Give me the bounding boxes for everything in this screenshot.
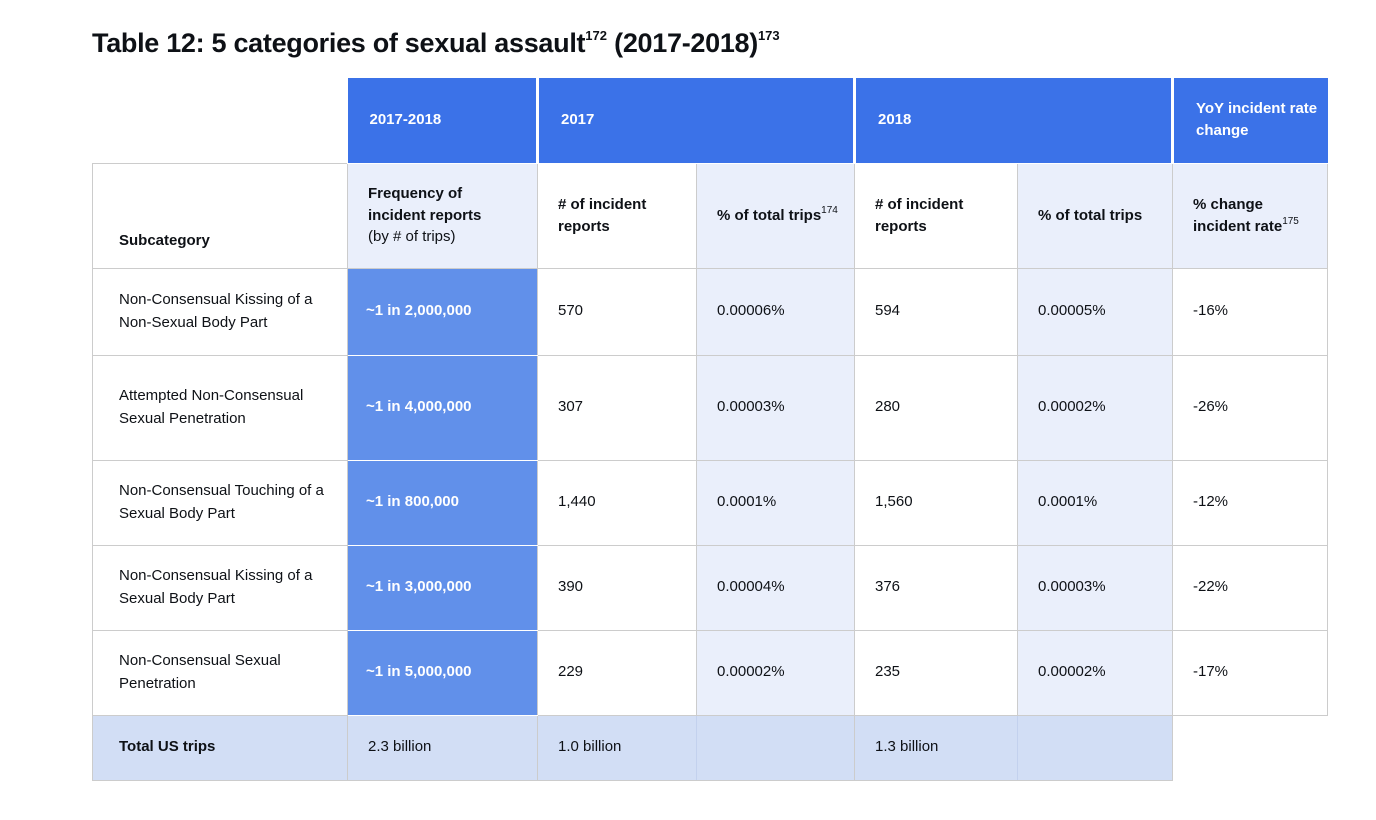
pct-2017-cell: 0.00002% <box>696 629 855 716</box>
frequency-cell: ~1 in 3,000,000 <box>347 544 538 631</box>
total-2017-spacer <box>696 714 855 781</box>
header-2017-2018: 2017-2018 <box>347 78 539 164</box>
subcategory-cell: Non-Consensual Kissing of a Non-Sexual B… <box>92 267 348 356</box>
frequency-cell: ~1 in 4,000,000 <box>347 354 538 461</box>
reports-2017-cell: 570 <box>537 267 697 356</box>
reports-2017-cell: 390 <box>537 544 697 631</box>
table-row: Non-Consensual Touching of a Sexual Body… <box>92 459 1328 546</box>
total-2018-cell: 1.3 billion <box>854 714 1018 781</box>
yoy-cell: -12% <box>1172 459 1328 546</box>
total-label-cell: Total US trips <box>92 714 348 781</box>
total-2018-spacer <box>1017 714 1173 781</box>
subheader-yoy-text: % change incident rate <box>1193 195 1283 235</box>
pct-2018-cell: 0.00003% <box>1017 544 1173 631</box>
pct-2017-cell: 0.00004% <box>696 544 855 631</box>
pct-2018-cell: 0.00002% <box>1017 629 1173 716</box>
title-text: Table 12: 5 categories of sexual assault <box>92 28 586 58</box>
total-yoy-spacer <box>1172 715 1328 780</box>
header-2017: 2017 <box>537 78 856 164</box>
frequency-cell: ~1 in 5,000,000 <box>347 629 538 716</box>
subheader-pct-2017-text: % of total trips <box>717 206 822 224</box>
pct-2017-cell: 0.00003% <box>696 354 855 461</box>
incident-table: 2017-2018 2017 2018 YoY incident rate ch… <box>92 78 1328 781</box>
subheader-pct-2017-footnote: 174 <box>821 204 838 216</box>
subheader-reports-2018: # of incident reports <box>854 162 1018 269</box>
table-row: Non-Consensual Kissing of a Sexual Body … <box>92 544 1328 631</box>
subheader-reports-2017: # of incident reports <box>537 162 697 269</box>
pct-2018-cell: 0.00005% <box>1017 267 1173 356</box>
subheader-yoy-footnote: 175 <box>1282 215 1299 227</box>
title-years: (2017-2018) <box>606 28 758 58</box>
reports-2017-cell: 229 <box>537 629 697 716</box>
header-2018: 2018 <box>854 78 1174 164</box>
reports-2017-cell: 307 <box>537 354 697 461</box>
report-page: Table 12: 5 categories of sexual assault… <box>0 28 1376 820</box>
header-spacer-cell <box>92 78 348 163</box>
subcategory-cell: Attempted Non-Consensual Sexual Penetrat… <box>92 354 348 461</box>
page-title: Table 12: 5 categories of sexual assault… <box>92 28 1376 59</box>
subheader-pct-2017: % of total trips174 <box>696 162 855 269</box>
subcategory-cell: Non-Consensual Sexual Penetration <box>92 629 348 716</box>
table-group-header-row: 2017-2018 2017 2018 YoY incident rate ch… <box>92 78 1328 164</box>
yoy-cell: -22% <box>1172 544 1328 631</box>
subheader-yoy: % change incident rate175 <box>1172 162 1328 269</box>
subheader-frequency: Frequency of incident reports (by # of tr… <box>347 162 538 269</box>
frequency-cell: ~1 in 800,000 <box>347 459 538 546</box>
reports-2018-cell: 376 <box>854 544 1018 631</box>
pct-2017-cell: 0.0001% <box>696 459 855 546</box>
yoy-cell: -26% <box>1172 354 1328 461</box>
reports-2018-cell: 1,560 <box>854 459 1018 546</box>
total-2017-2018-cell: 2.3 billion <box>347 714 538 781</box>
title-footnote-173: 173 <box>757 28 780 44</box>
subcategory-cell: Non-Consensual Kissing of a Sexual Body … <box>92 544 348 631</box>
yoy-cell: -17% <box>1172 629 1328 716</box>
table-subheader-row: Subcategory Frequency of incident report… <box>92 162 1328 269</box>
subheader-frequency-main: Frequency of incident reports <box>368 184 482 224</box>
title-footnote-172: 172 <box>585 28 607 44</box>
table-row: Attempted Non-Consensual Sexual Penetrat… <box>92 354 1328 461</box>
subheader-subcategory: Subcategory <box>92 162 348 269</box>
total-row: Total US trips 2.3 billion 1.0 billion 1… <box>92 714 1328 781</box>
reports-2018-cell: 235 <box>854 629 1018 716</box>
frequency-cell: ~1 in 2,000,000 <box>347 267 538 356</box>
reports-2017-cell: 1,440 <box>537 459 697 546</box>
pct-2018-cell: 0.00002% <box>1017 354 1173 461</box>
yoy-cell: -16% <box>1172 267 1328 356</box>
header-yoy: YoY incident rate change <box>1172 78 1328 164</box>
table-row: Non-Consensual Kissing of a Non-Sexual B… <box>92 267 1328 356</box>
reports-2018-cell: 280 <box>854 354 1018 461</box>
subheader-frequency-note: (by # of trips) <box>368 228 456 246</box>
total-2017-cell: 1.0 billion <box>537 714 697 781</box>
pct-2018-cell: 0.0001% <box>1017 459 1173 546</box>
table-row: Non-Consensual Sexual Penetration ~1 in … <box>92 629 1328 716</box>
subheader-pct-2018: % of total trips <box>1017 162 1173 269</box>
pct-2017-cell: 0.00006% <box>696 267 855 356</box>
subcategory-cell: Non-Consensual Touching of a Sexual Body… <box>92 459 348 546</box>
reports-2018-cell: 594 <box>854 267 1018 356</box>
